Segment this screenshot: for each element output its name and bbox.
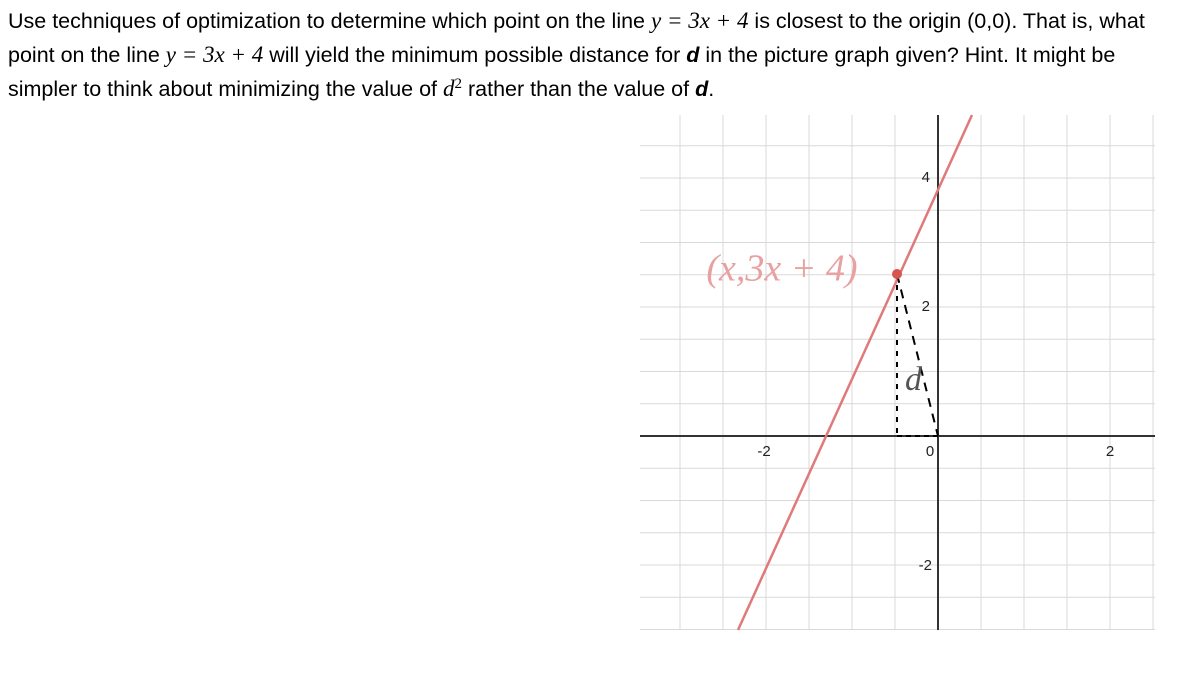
text-run: is closest to the origin (0,0). That is,… — [8, 9, 1145, 67]
text-run: 2 — [454, 75, 463, 92]
distance-segment — [896, 273, 939, 437]
question: Use techniques of optimization to determ… — [8, 4, 1158, 106]
y-tick-label: 4 — [922, 169, 930, 186]
text-run: Use techniques of optimization to determ… — [8, 9, 651, 33]
grid — [640, 115, 1155, 630]
distance-label: d — [905, 361, 923, 398]
text-run: d — [686, 43, 700, 67]
point-label: (x,3x + 4) — [706, 248, 857, 290]
text-run: y = 3x + 4 — [650, 8, 749, 33]
text-run: . — [708, 77, 715, 101]
text-run: in the picture graph given? Hint. It mig… — [8, 43, 1116, 101]
y-tick-label: -2 — [919, 557, 932, 574]
x-tick-label: 0 — [926, 443, 934, 460]
text-run: y = 3x + 4 — [165, 42, 264, 67]
line — [736, 114, 974, 631]
text-run: rather than the value of — [462, 77, 696, 101]
y-tick-label: 2 — [922, 298, 930, 315]
text-run: d — [695, 77, 709, 101]
x-tick-label: -2 — [757, 443, 770, 460]
text-run: will yield the minimum possible distance… — [263, 43, 687, 67]
text-run: d — [443, 76, 455, 101]
x-tick-label: 2 — [1106, 443, 1114, 460]
point — [892, 269, 902, 279]
